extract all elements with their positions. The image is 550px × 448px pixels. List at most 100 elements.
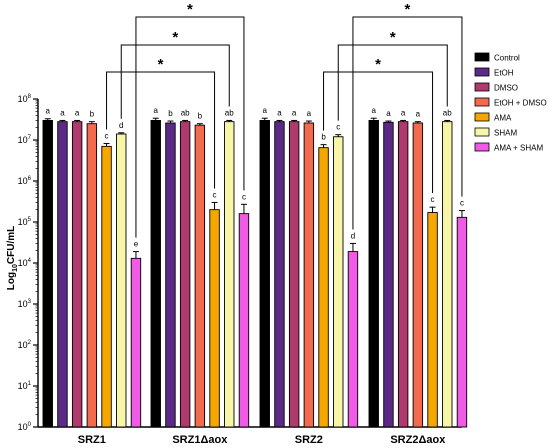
y-tick-base: 10 <box>18 340 28 350</box>
significance-bracket <box>120 44 230 119</box>
legend-label: AMA + SHAM <box>494 144 543 153</box>
bar <box>194 124 206 428</box>
bar <box>116 133 127 428</box>
legend-swatch <box>474 97 490 107</box>
significance-letter: b <box>90 110 95 119</box>
y-axis-label-base: Log <box>6 272 17 290</box>
significance-star: * <box>405 1 411 18</box>
significance-letter: c <box>213 190 217 199</box>
significance-star: * <box>390 29 396 46</box>
bar <box>383 121 394 428</box>
bar <box>130 257 142 428</box>
significance-letter: a <box>277 108 282 117</box>
significance-letter: b <box>321 133 326 142</box>
bar <box>288 121 300 428</box>
y-tick-exponent: 1 <box>28 381 32 387</box>
y-tick-exponent: 3 <box>28 299 32 305</box>
legend: Control EtOH DMSO EtOH + DMSO AMA SHAM AMA + S… <box>474 52 547 153</box>
bar <box>318 147 329 428</box>
bar <box>165 122 176 428</box>
significance-letter: c <box>336 123 340 132</box>
significance-letter: a <box>46 107 51 116</box>
significance-letter: ab <box>181 108 190 117</box>
y-tick-label: 100 <box>18 422 32 432</box>
legend-label: DMSO <box>494 84 518 93</box>
bar <box>427 212 438 428</box>
bar <box>368 119 379 428</box>
y-tick-exponent: 7 <box>28 135 32 141</box>
x-category-label: SRZ2Δaox <box>390 434 446 446</box>
legend-label: EtOH <box>494 69 514 78</box>
y-tick-base: 10 <box>18 217 28 227</box>
significance-star: * <box>158 56 164 73</box>
legend-swatch <box>474 142 490 152</box>
legend-swatch <box>474 52 490 62</box>
significance-letter: c <box>105 132 109 141</box>
y-tick-base: 10 <box>18 299 28 309</box>
significance-letter: a <box>386 109 391 118</box>
significance-letter: a <box>292 108 297 117</box>
bar <box>456 216 468 428</box>
y-tick-exponent: 2 <box>28 340 32 346</box>
x-category-label: SRZ1 <box>78 434 106 446</box>
legend-swatch <box>474 82 490 92</box>
significance-letter: a <box>416 110 421 119</box>
bar <box>150 119 161 428</box>
significance-brackets: * * * * * * <box>106 1 463 238</box>
significance-star: * <box>172 29 178 46</box>
significance-letter: b <box>198 112 203 121</box>
bar <box>412 122 424 428</box>
significance-bracket <box>323 71 434 194</box>
y-tick-base: 10 <box>18 135 28 145</box>
significance-letter: a <box>75 108 80 117</box>
bar <box>397 121 409 428</box>
legend-swatch <box>474 112 490 122</box>
significance-letter: a <box>154 106 159 115</box>
significance-letter: b <box>168 109 173 118</box>
y-axis-label-sub: 10 <box>12 264 19 272</box>
significance-bracket <box>352 16 463 230</box>
y-tick-base: 10 <box>18 422 28 432</box>
significance-bracket <box>337 44 448 121</box>
x-category-label: SRZ2 <box>295 434 323 446</box>
y-tick-exponent: 6 <box>28 176 32 182</box>
y-tick-label: 108 <box>18 94 32 104</box>
bar <box>303 122 315 428</box>
significance-letter: a <box>60 108 65 117</box>
significance-letter: a <box>307 109 312 118</box>
bar <box>259 119 270 428</box>
significance-letter: a <box>372 106 377 115</box>
significance-letter: a <box>401 108 406 117</box>
bar <box>274 121 285 428</box>
significance-letter: ab <box>443 108 452 117</box>
y-axis-label-rest: CFU/mL <box>6 226 17 264</box>
y-tick-exponent: 5 <box>28 217 32 223</box>
bar <box>42 119 53 428</box>
y-tick-label: 107 <box>18 135 32 145</box>
bar <box>347 251 359 428</box>
bar <box>86 123 98 428</box>
significance-letter: c <box>460 199 464 208</box>
significance-bracket <box>106 71 216 189</box>
bar <box>179 121 191 428</box>
x-category-label: SRZ1Δaox <box>172 434 228 446</box>
legend-swatch <box>474 127 490 137</box>
bar <box>209 209 220 428</box>
bar <box>101 145 112 428</box>
y-tick-label: 102 <box>18 340 32 350</box>
significance-letter: e <box>134 240 139 249</box>
significance-letter: d <box>119 121 123 130</box>
y-tick-exponent: 8 <box>28 94 32 100</box>
bar <box>442 121 453 428</box>
legend-label: SHAM <box>494 129 517 138</box>
significance-letter: d <box>351 231 355 240</box>
legend-label: AMA <box>494 114 512 123</box>
legend-swatch <box>474 67 490 77</box>
legend-label: EtOH + DMSO <box>494 99 547 108</box>
bar <box>224 121 235 428</box>
y-tick-label: 105 <box>18 217 32 227</box>
bar <box>333 136 344 428</box>
legend-label: Control <box>494 54 520 63</box>
